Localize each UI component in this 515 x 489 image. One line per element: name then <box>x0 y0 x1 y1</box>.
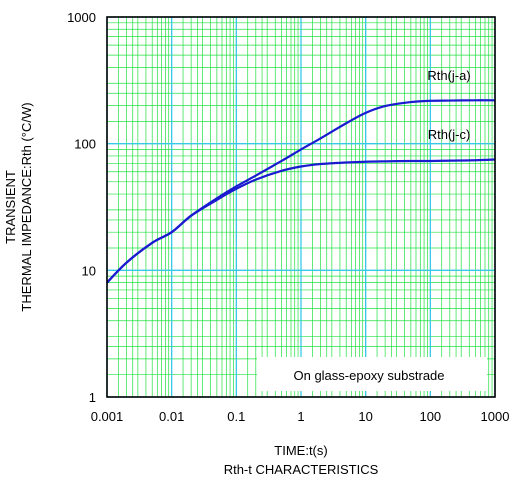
x-tick-label: 0.01 <box>159 409 184 424</box>
y-tick-label: 1000 <box>67 10 96 25</box>
series-line-rth-j-c <box>106 158 496 284</box>
x-tick-label: 100 <box>419 409 441 424</box>
annotation-text: On glass-epoxy substrade <box>293 368 444 383</box>
x-tick-label: 1000 <box>481 409 510 424</box>
x-tick-labels: 0.001 0.01 0.1 1 10 100 1000 <box>91 409 510 424</box>
series-label-rth-j-c: Rth(j-c) <box>428 127 471 142</box>
y-tick-label: 10 <box>82 263 96 278</box>
x-axis-label: TIME:t(s) <box>274 443 327 458</box>
x-tick-label: 10 <box>358 409 372 424</box>
series-label-rth-j-a: Rth(j-a) <box>427 68 470 83</box>
chart-title: Rth-t CHARACTERISTICS <box>224 462 379 477</box>
x-tick-label: 0.1 <box>227 409 245 424</box>
x-tick-label: 0.001 <box>91 409 124 424</box>
y-tick-label: 1 <box>89 390 96 405</box>
plot-frame <box>106 16 496 398</box>
annotation-box <box>257 357 487 391</box>
y-axis-label-line2: THERMAL IMPEDANCE:Rth (°C/W) <box>19 102 34 311</box>
y-tick-labels: 1 10 100 1000 <box>67 10 96 405</box>
y-tick-label: 100 <box>74 137 96 152</box>
y-axis-label-line1: TRANSIENT <box>3 170 18 244</box>
series-layer <box>106 99 496 284</box>
x-tick-label: 1 <box>297 409 304 424</box>
